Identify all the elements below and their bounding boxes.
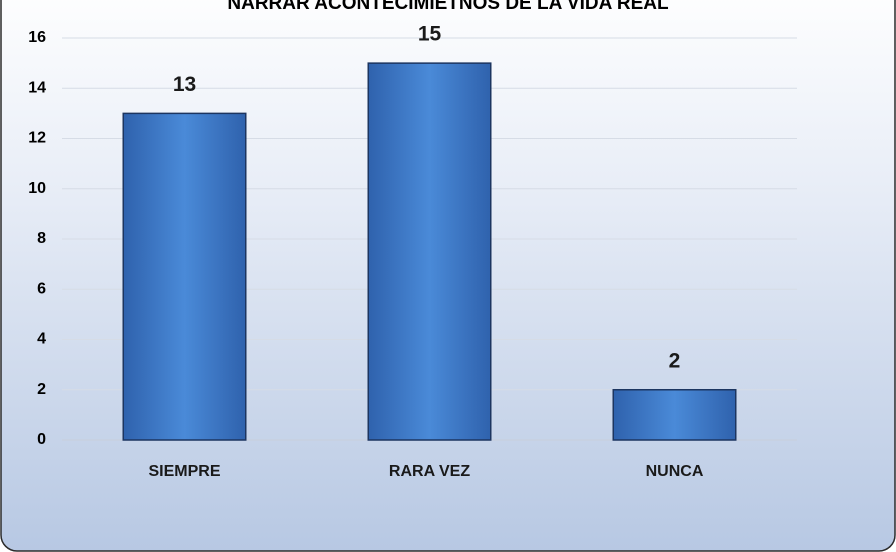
y-tick-label: 8 xyxy=(37,230,46,247)
chart-title: NARRAR ACONTECIMIETNOS DE LA VIDA REAL xyxy=(227,0,669,14)
x-tick-label: RARA VEZ xyxy=(389,463,470,480)
bar xyxy=(367,62,492,441)
bar xyxy=(612,389,737,441)
y-tick-label: 4 xyxy=(37,331,46,348)
y-tick-label: 6 xyxy=(37,280,46,297)
data-label: 13 xyxy=(173,73,196,96)
y-tick-label: 2 xyxy=(37,381,46,398)
data-label: 2 xyxy=(669,349,681,372)
x-tick-label: NUNCA xyxy=(646,463,704,480)
y-tick-label: 12 xyxy=(28,130,46,147)
y-tick-label: 0 xyxy=(37,431,46,448)
bar xyxy=(122,112,247,441)
x-tick-label: SIEMPRE xyxy=(148,463,220,480)
y-tick-label: 16 xyxy=(28,29,46,46)
y-tick-label: 10 xyxy=(28,180,46,197)
data-label: 15 xyxy=(418,23,442,46)
y-tick-label: 14 xyxy=(28,79,46,96)
